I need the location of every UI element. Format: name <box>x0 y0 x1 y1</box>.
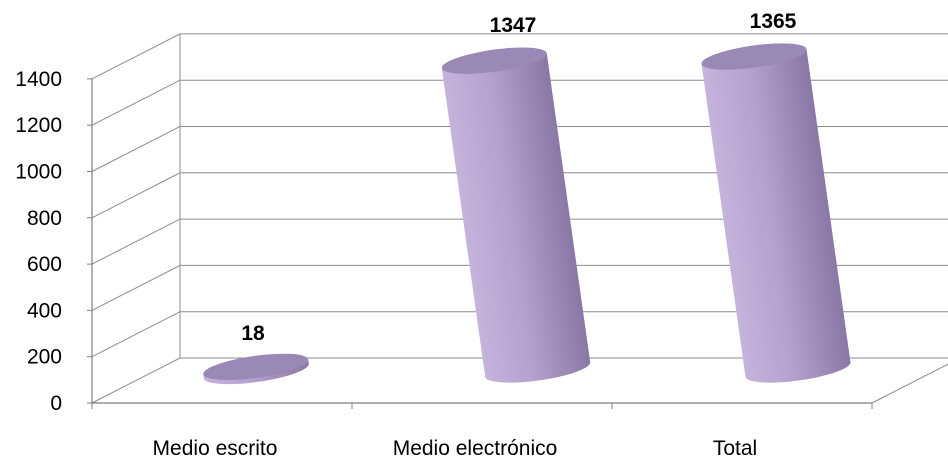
y-tick-label: 1400 <box>15 68 62 91</box>
bar-top <box>203 353 309 381</box>
x-category-label: Total <box>713 437 757 460</box>
y-tick-label: 200 <box>27 346 62 369</box>
y-tick-label: 1200 <box>15 114 62 137</box>
bar-2 <box>441 47 591 383</box>
labels: 0 200 400 600 800 1000 1200 1400 18 Medio escrito… <box>15 10 796 460</box>
data-label: 1365 <box>750 10 797 33</box>
x-category-label: Medio electrónico <box>393 437 558 460</box>
axes <box>87 78 873 409</box>
floor-right-edge <box>871 363 948 404</box>
x-category-label: Medio escrito <box>153 437 278 460</box>
y-tick-label: 800 <box>27 207 62 230</box>
bar-body <box>701 49 851 383</box>
bars <box>203 43 851 385</box>
bar-top <box>701 43 807 70</box>
gridlines <box>91 33 948 404</box>
y-tick-label: 0 <box>50 392 62 415</box>
y-tick-label: 1000 <box>15 161 62 184</box>
bar-body <box>441 53 591 383</box>
data-label: 1347 <box>490 14 537 37</box>
data-label: 18 <box>241 322 265 345</box>
bar-1 <box>203 353 309 385</box>
bar-top <box>441 47 547 74</box>
bar-3 <box>701 43 851 383</box>
y-tick-label: 600 <box>27 253 62 276</box>
y-tick-label: 400 <box>27 299 62 322</box>
